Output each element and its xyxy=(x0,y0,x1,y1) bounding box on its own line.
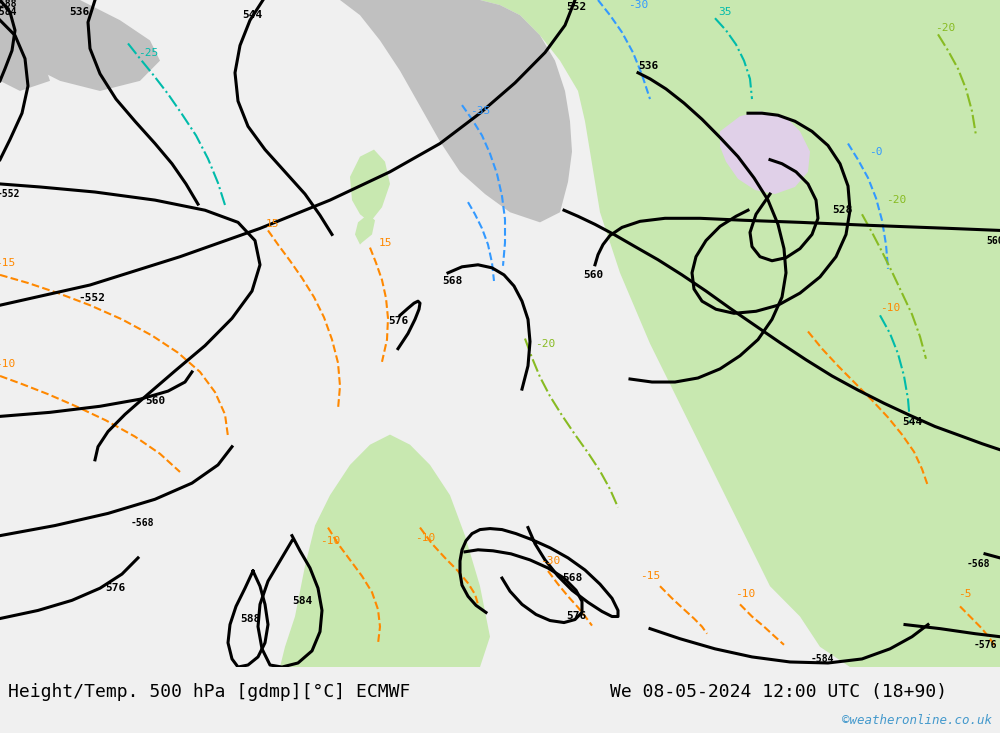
Text: -30: -30 xyxy=(540,556,560,566)
Text: -552: -552 xyxy=(0,189,20,199)
Text: -20: -20 xyxy=(535,339,555,349)
Polygon shape xyxy=(340,0,572,222)
Polygon shape xyxy=(0,0,160,91)
Text: 560: 560 xyxy=(583,270,603,280)
Text: -15: -15 xyxy=(0,258,15,268)
Text: -5: -5 xyxy=(958,589,972,600)
Text: 552: 552 xyxy=(566,2,586,12)
Text: -10: -10 xyxy=(415,533,435,542)
Text: -584: -584 xyxy=(810,654,834,664)
Text: 15: 15 xyxy=(265,219,279,229)
Text: 568: 568 xyxy=(442,276,462,286)
Text: -25: -25 xyxy=(138,48,158,58)
Text: 568: 568 xyxy=(562,573,582,583)
Text: -10: -10 xyxy=(735,589,755,600)
Text: -584: -584 xyxy=(0,7,17,17)
Polygon shape xyxy=(0,0,50,91)
Text: 576: 576 xyxy=(105,583,125,593)
Text: We 08-05-2024 12:00 UTC (18+90): We 08-05-2024 12:00 UTC (18+90) xyxy=(610,683,947,701)
Text: 584: 584 xyxy=(292,597,312,606)
Text: 588: 588 xyxy=(240,614,260,624)
Text: -576: -576 xyxy=(973,640,997,649)
Polygon shape xyxy=(355,214,375,245)
Polygon shape xyxy=(350,150,390,222)
Text: -568: -568 xyxy=(966,559,990,569)
Text: -588: -588 xyxy=(0,0,17,9)
Text: 576: 576 xyxy=(388,317,408,326)
Polygon shape xyxy=(720,111,810,194)
Text: Height/Temp. 500 hPa [gdmp][°C] ECMWF: Height/Temp. 500 hPa [gdmp][°C] ECMWF xyxy=(8,683,410,701)
Text: -10: -10 xyxy=(0,359,15,369)
Polygon shape xyxy=(280,435,490,667)
Text: -0: -0 xyxy=(869,147,883,157)
Text: -10: -10 xyxy=(320,536,340,545)
Text: -35: -35 xyxy=(470,106,490,116)
Polygon shape xyxy=(480,0,1000,667)
Text: ©weatheronline.co.uk: ©weatheronline.co.uk xyxy=(842,714,992,727)
Text: 576: 576 xyxy=(566,611,586,622)
Text: 560: 560 xyxy=(986,235,1000,246)
Text: 35: 35 xyxy=(718,7,732,17)
Text: -568: -568 xyxy=(130,517,154,528)
Text: -30: -30 xyxy=(628,0,648,10)
Text: -20: -20 xyxy=(886,195,906,205)
Text: 15: 15 xyxy=(378,237,392,248)
Text: -20: -20 xyxy=(935,23,955,33)
Text: 560: 560 xyxy=(145,397,165,406)
Text: 536: 536 xyxy=(638,61,658,70)
Text: -10: -10 xyxy=(880,303,900,313)
Text: -15: -15 xyxy=(640,571,660,581)
Text: 544: 544 xyxy=(242,10,262,21)
Text: 536: 536 xyxy=(69,7,89,17)
Text: -552: -552 xyxy=(78,293,106,303)
Text: 528: 528 xyxy=(832,205,852,216)
Text: 544: 544 xyxy=(902,418,922,427)
